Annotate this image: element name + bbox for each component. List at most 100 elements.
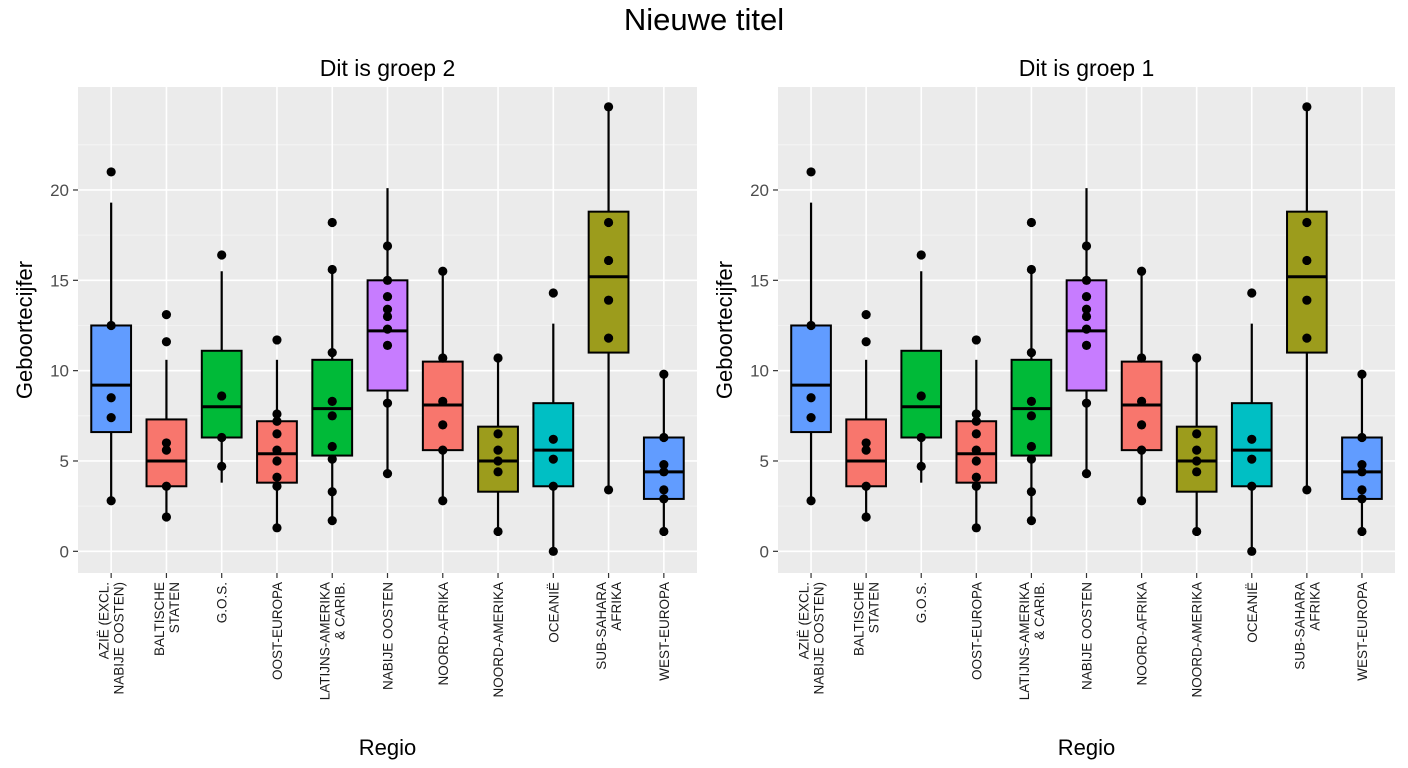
y-tick-label: 20 [50,181,69,200]
box-g-o-s- [900,250,943,483]
data-point [1026,441,1037,452]
data-point [1192,526,1202,537]
data-point [861,337,871,347]
data-point [161,512,172,522]
box-oceanië [1230,288,1273,556]
data-point [1136,266,1147,276]
box [1286,210,1328,354]
data-point [1081,469,1092,479]
data-point [1302,102,1312,112]
data-point [603,102,614,112]
box-noord-amerika [477,353,519,537]
data-point [438,420,448,430]
data-point [1026,264,1037,275]
data-point [806,167,816,177]
data-point [272,409,282,419]
x-tick-label: & CARIB. [333,582,348,640]
box-latijns-amerika-carib- [1010,217,1053,526]
x-tick-label: NABIJE OOSTEN) [812,582,827,695]
data-point [161,337,172,347]
data-point [861,438,871,448]
data-point [493,467,503,477]
box-west-europa [642,369,685,537]
data-point [1192,429,1202,439]
data-point [272,429,282,439]
data-point [1302,295,1312,305]
data-point [382,469,393,479]
data-point [493,526,503,537]
data-point [493,353,503,363]
data-point [1081,275,1092,285]
x-tick-label: NABIJE OOSTEN) [112,582,127,695]
data-point [1081,291,1092,302]
data-point [1302,485,1312,495]
data-point [1081,340,1092,350]
data-point [272,481,282,491]
data-point [806,320,816,331]
data-point [217,432,227,443]
data-point [971,445,981,455]
x-tick-label: AZIË (EXCL. [97,582,112,659]
data-point [382,291,393,302]
data-point [327,441,337,452]
data-point [659,459,669,470]
data-point [327,411,337,421]
data-point [659,369,669,379]
data-point [971,523,981,533]
box-azië-excl-nabije-oosten- [90,167,133,506]
data-point [1302,333,1312,343]
data-point [161,438,172,448]
x-tick-label: NABIJE OOSTEN [1080,582,1095,690]
data-point [603,255,614,266]
x-tick-label: OOST-EUROPA [969,582,984,680]
data-point [1357,526,1367,537]
data-point [327,396,337,406]
data-point [272,335,282,345]
data-point [861,512,871,522]
x-tick-label: BALTISCHE [852,582,867,656]
data-point [327,217,337,228]
x-tick-label: SUB-SAHARA [1292,582,1307,670]
data-point [161,445,172,455]
panel-title: Dit is groep 2 [320,55,456,81]
data-point [1136,420,1147,430]
data-point [493,445,503,455]
data-point [916,250,926,260]
x-tick-label: OCEANIË [1245,582,1260,643]
data-point [1026,347,1037,358]
y-axis-title: Geboortecijfer [712,261,737,399]
data-point [1357,494,1367,504]
data-point [1081,324,1092,334]
box [900,349,943,439]
data-point [1026,396,1037,406]
x-tick-label: OOST-EUROPA [270,582,285,680]
x-tick-label: NOORD-AFRIKA [436,582,451,686]
data-point [1247,288,1257,298]
data-point [1081,304,1092,314]
data-point [217,391,227,401]
box-nabije-oosten [366,188,409,479]
box [587,210,630,354]
y-tick-label: 15 [50,271,69,290]
data-point [971,456,981,466]
box-sub-sahara-afrika [1286,102,1328,495]
box-oost-europa [256,335,298,533]
data-point [1247,546,1257,556]
data-point [217,250,227,260]
data-point [161,310,172,320]
data-point [382,324,393,334]
data-point [217,461,227,472]
data-point [548,546,558,556]
data-point [1192,445,1202,455]
y-tick-label: 10 [750,362,769,381]
y-tick-label: 0 [60,542,69,561]
box-baltische-staten [845,310,887,522]
data-point [1136,353,1147,363]
data-point [603,295,614,305]
data-point [1136,396,1147,406]
data-point [916,432,926,443]
y-tick-label: 20 [750,181,769,200]
y-tick-label: 15 [750,271,769,290]
data-point [548,434,558,444]
